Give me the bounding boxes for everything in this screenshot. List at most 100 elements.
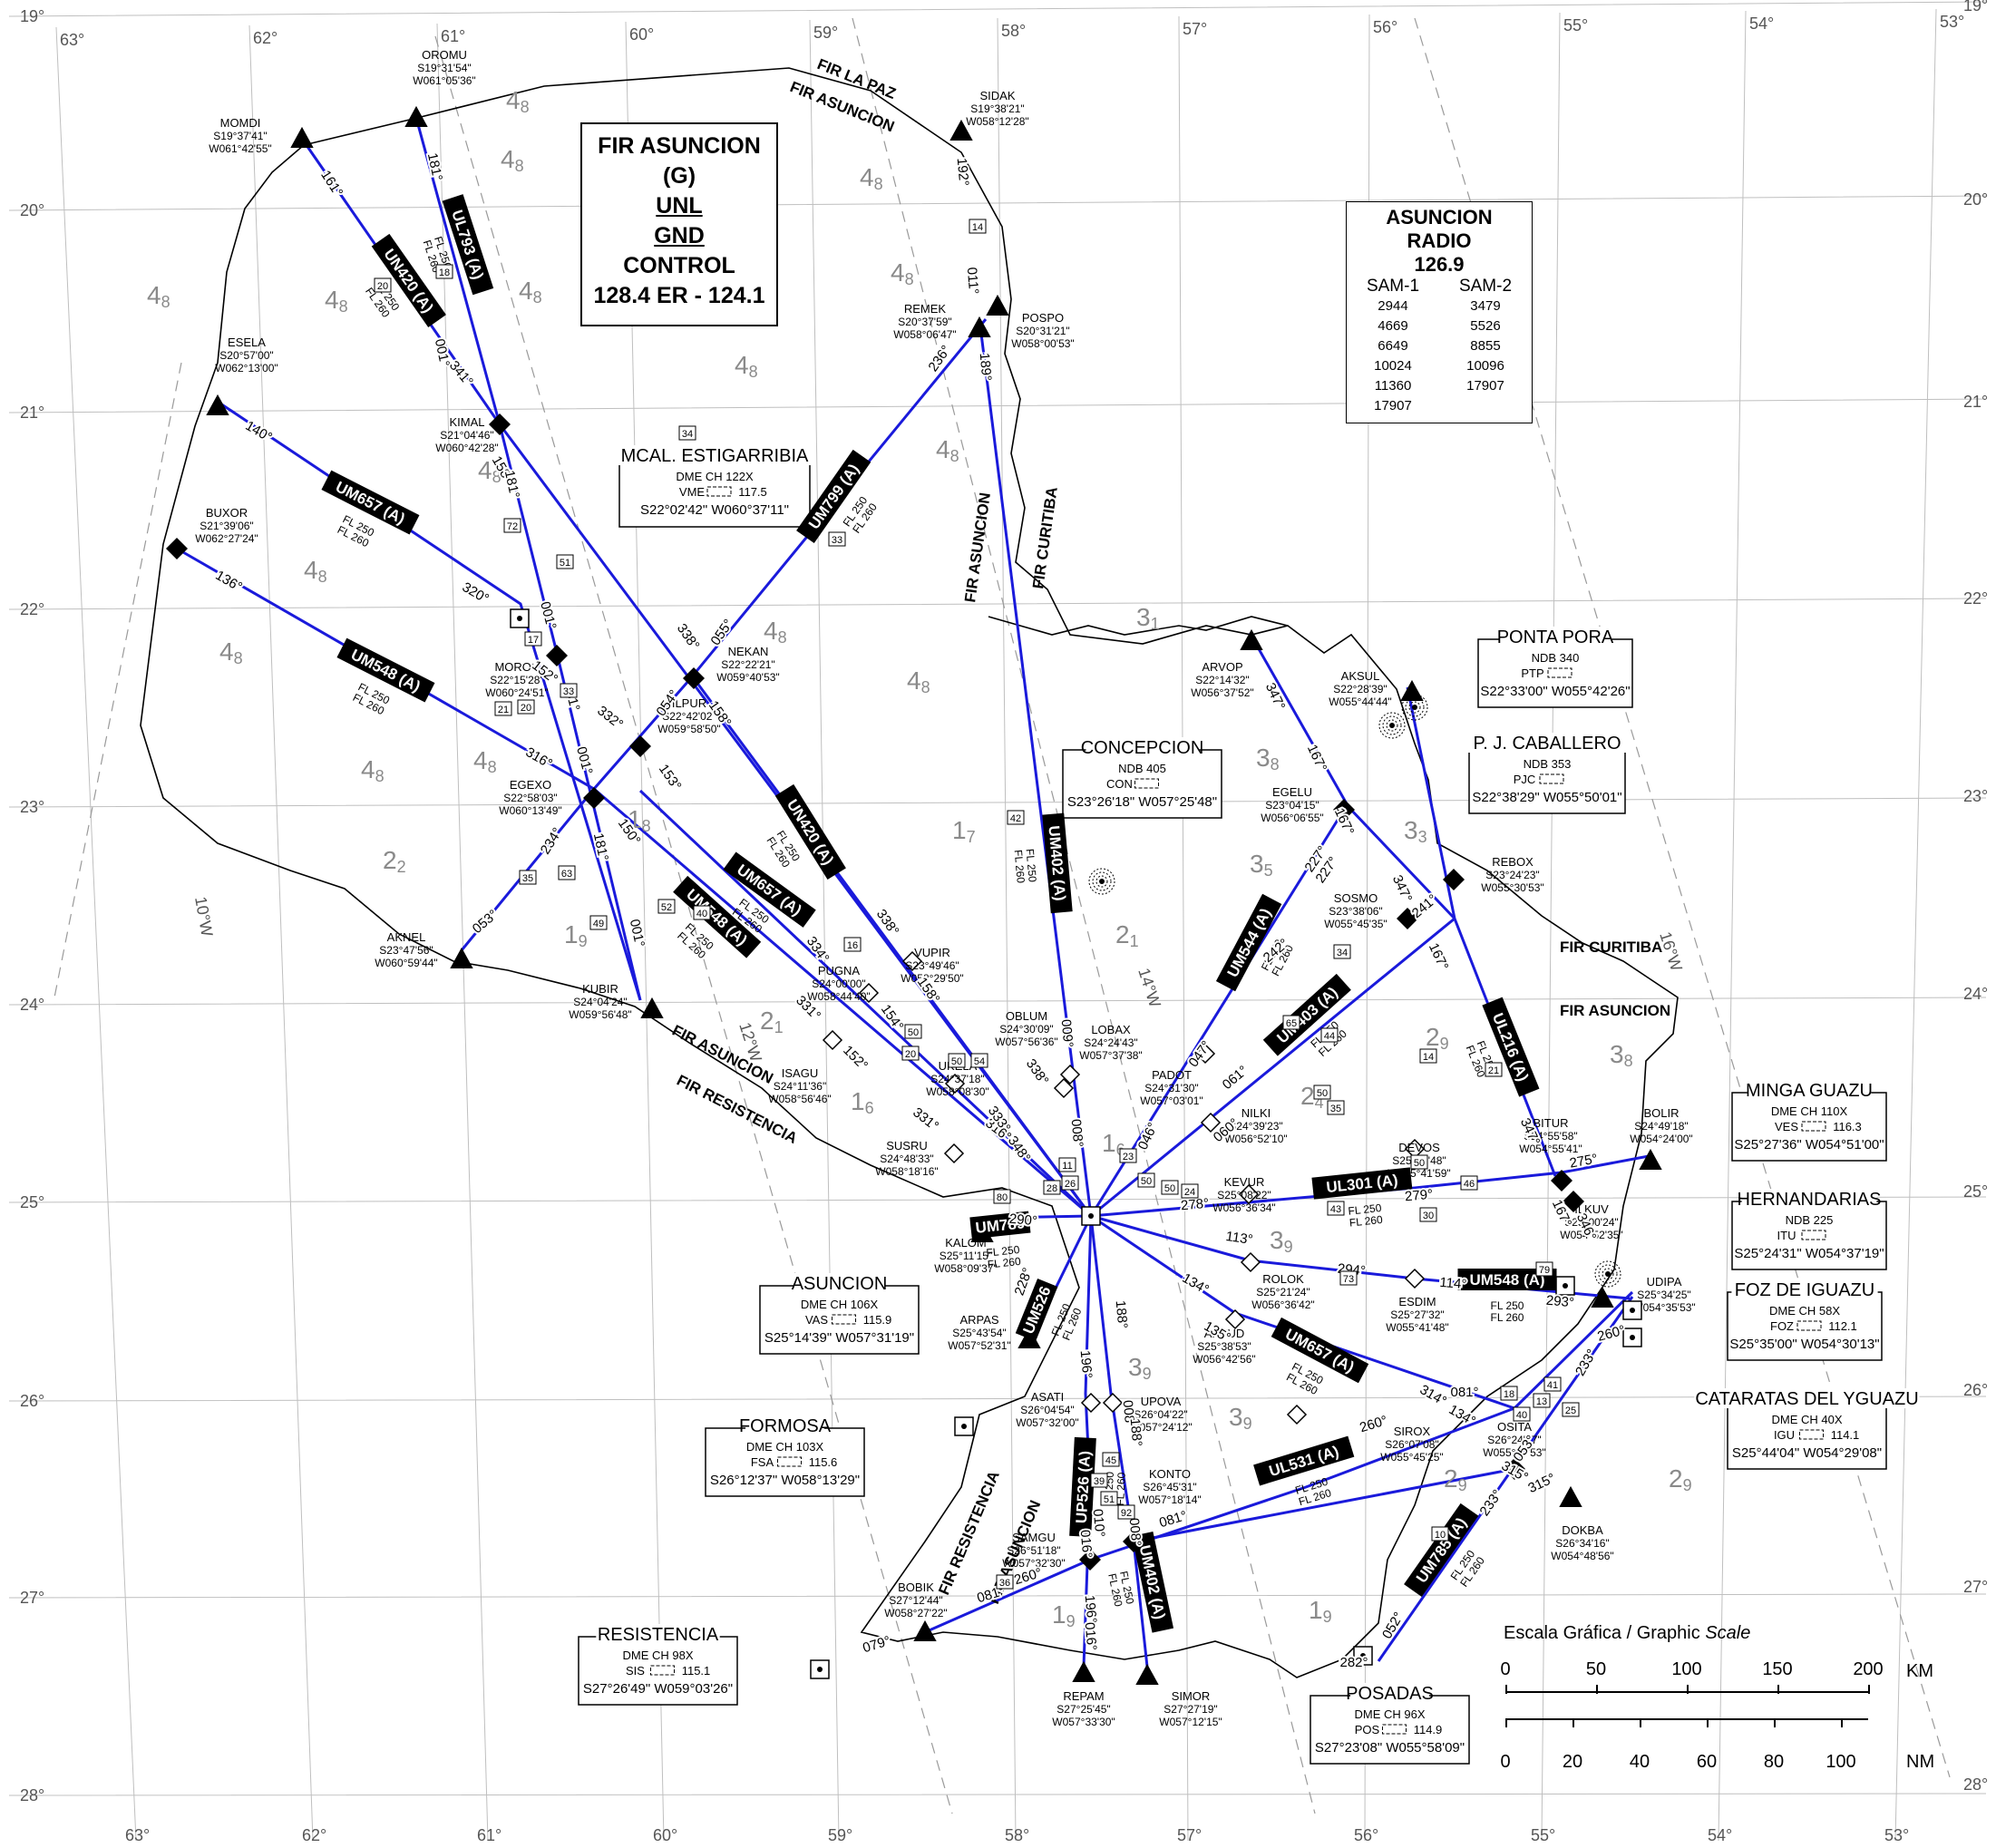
grid-minimum-altitude: 29 — [1444, 1464, 1467, 1494]
magnetic-track: 233° — [1476, 1487, 1505, 1519]
segment-distance-box — [519, 870, 537, 885]
waypoint-longitude: W056°36'34" — [1212, 1201, 1275, 1214]
compulsory-point-icon — [1504, 1458, 1525, 1480]
grid-minimum-altitude: 48 — [473, 746, 497, 776]
segment-distance-box — [503, 518, 521, 533]
ndb-center-icon — [1412, 705, 1417, 710]
waypoint-latitude: S22°28'39" — [1333, 683, 1387, 695]
magnetic-track: 136° — [213, 568, 245, 595]
reporting-point-icon — [1639, 1148, 1662, 1170]
flight-level-lower: FL 260 — [1349, 1213, 1383, 1230]
navaid-coordinates: S22°33'00" W055°42'26" — [1480, 684, 1630, 699]
grid-minimum-altitude: 29 — [1669, 1464, 1692, 1494]
segment-distance-box — [1090, 1473, 1108, 1488]
reporting-point-icon — [450, 947, 473, 968]
ndb-icon — [1092, 871, 1112, 891]
navaid-box — [1731, 1201, 1887, 1270]
grid-minimum-altitude: 39 — [1128, 1353, 1152, 1383]
waypoint-longitude: W057°56'36" — [995, 1036, 1057, 1048]
fir-name-label: FIR RESISTENCIA — [935, 1468, 1003, 1597]
grid-minimum-altitude: 19 — [1052, 1600, 1076, 1630]
dme-center-dot-icon — [817, 1667, 823, 1672]
compulsory-point-icon — [166, 538, 188, 559]
segment-distance-box — [843, 937, 862, 952]
waypoint-latitude: S25°00'24" — [1564, 1216, 1618, 1229]
waypoint-longitude: W056°06'55" — [1261, 812, 1323, 824]
on-request-point-icon — [944, 1073, 966, 1094]
grid-minimum-altitude: 48 — [519, 277, 542, 306]
longitude-label: 56° — [1354, 1826, 1378, 1844]
segment-distance-box — [556, 554, 574, 569]
airway-name: UP526 (A) — [1073, 1450, 1094, 1523]
magnetic-track: 181° — [424, 151, 445, 182]
navaid-ident: PTP — [1521, 666, 1543, 680]
segment-distance-box — [828, 531, 846, 547]
navaid-coordinates: S27°26'49" W059°03'26" — [583, 1681, 733, 1697]
waypoint-name: VUPIR — [914, 946, 950, 959]
magnetic-track: 332° — [594, 703, 626, 733]
navaid-title-bg — [1350, 1683, 1429, 1703]
waypoint-name: ILPUR — [672, 696, 706, 710]
grid-minimum-altitude: 39 — [1270, 1226, 1293, 1256]
waypoint-longitude: W060°24'51" — [485, 686, 548, 699]
navaid-frequency: 114.1 — [1831, 1428, 1860, 1442]
waypoint-name: BOBIK — [898, 1581, 934, 1594]
waypoint-latitude: S26°24'17" — [1487, 1434, 1541, 1446]
longitude-label: 55° — [1531, 1826, 1555, 1844]
compulsory-point-icon — [489, 413, 511, 435]
grid-minimum-altitude: 19 — [564, 920, 588, 950]
magnetic-track: 314° — [1417, 1382, 1449, 1409]
segment-distance-box — [1419, 1048, 1437, 1064]
dme-center-dot-icon — [1630, 1308, 1635, 1313]
on-request-point-icon — [1238, 1183, 1260, 1205]
fir-box-line: CONTROL — [623, 253, 735, 278]
latitude-label: 19° — [1963, 0, 1988, 15]
navaid-title-bg — [1747, 1080, 1872, 1100]
waypoint-name: REBOX — [1492, 855, 1534, 869]
longitude-label: 61° — [477, 1826, 501, 1844]
waypoint-latitude: S25°21'24" — [1256, 1286, 1310, 1298]
grid-minimum-altitude: 48 — [478, 456, 501, 486]
on-request-point-icon — [1194, 1043, 1216, 1065]
waypoint-latitude: S19°38'21" — [970, 102, 1024, 115]
reporting-point-icon — [290, 126, 314, 148]
segment-distance: 33 — [563, 686, 574, 697]
airway-tag-bg — [723, 851, 816, 928]
radio-column: SAM-2 3479 5526 8855 10096 17907 — [1459, 277, 1512, 416]
segment-distance: 50 — [908, 1027, 919, 1038]
radio-hf-columns: SAM-1 2944 4669 6649 10024 11360 17907 SAM-2 347… — [1347, 277, 1532, 416]
navaid-name: ASUNCION — [792, 1274, 888, 1294]
segment-distance-box — [1117, 1504, 1135, 1520]
waypoint-name: NEKAN — [728, 645, 769, 658]
segment-distance: 40 — [696, 909, 707, 919]
magnetic-track: 316° — [523, 744, 555, 772]
waypoint-name: EGEXO — [510, 778, 551, 792]
waypoint-name: OSITA — [1497, 1420, 1532, 1434]
latitude-label: 22° — [1963, 589, 1988, 608]
navaid-ident: IGU — [1774, 1428, 1795, 1442]
magnetic-track: 347° — [1262, 680, 1289, 712]
scale-km-tick: 200 — [1853, 1659, 1884, 1679]
reporting-point-icon — [404, 105, 428, 127]
longitude-label: 54° — [1749, 15, 1774, 33]
segment-distance: 36 — [999, 1578, 1010, 1589]
segment-distance: 14 — [1423, 1052, 1434, 1063]
waypoint-longitude: W058°00'53" — [1011, 337, 1074, 350]
segment-distance-box — [560, 683, 578, 698]
segment-distance: 50 — [1317, 1088, 1328, 1099]
waypoint-name: BITUR — [1534, 1116, 1569, 1130]
longitude-label: 61° — [441, 27, 465, 45]
compulsory-point-icon — [546, 645, 568, 666]
waypoint-longitude: W058°09'37" — [934, 1262, 997, 1275]
waypoint-latitude: S19°37'41" — [213, 130, 267, 142]
magnetic-track: 181° — [501, 469, 522, 500]
waypoint-longitude: W058°44'40" — [807, 990, 870, 1003]
waypoint-longitude: W057°37'38" — [1079, 1049, 1142, 1062]
radio-title: ASUNCION — [1386, 206, 1493, 229]
ndb-icon — [1408, 701, 1421, 714]
latitude-label: 26° — [20, 1392, 44, 1410]
navaid-frequency: 117.5 — [738, 485, 767, 499]
magnetic-track: 338° — [873, 907, 902, 939]
